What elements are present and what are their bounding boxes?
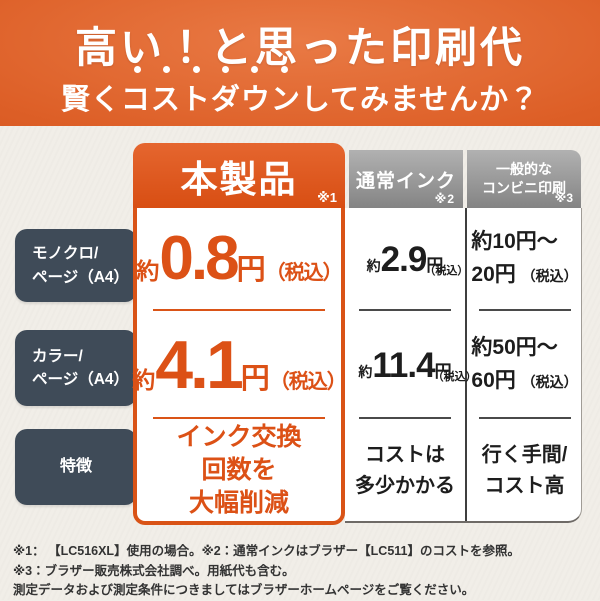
range-line2: 20円 （税込） xyxy=(471,259,577,292)
divider xyxy=(479,309,571,311)
subheadline-prefix: 賢く xyxy=(60,84,121,116)
price-value: 4.1 xyxy=(155,327,244,403)
price-convenience-color: 約50円～ 60円 （税込） xyxy=(471,332,577,397)
row-header-color: カラー/ ページ（A4） xyxy=(15,330,137,406)
convenience-footnote-marker: ※3 xyxy=(554,190,573,205)
cell-product-color: 約 4.1 円（税込） xyxy=(132,312,347,418)
approx-label: 約 xyxy=(358,363,373,380)
footnote-3: 測定データおよび測定条件につきましてはブラザーホームページをご覧ください。 xyxy=(13,583,475,597)
divider xyxy=(153,309,325,311)
price-product-mono: 約 0.8 円（税込） xyxy=(136,224,343,293)
feature-line: 回数を xyxy=(201,456,277,484)
cell-convenience-feature: 行く手間/ コスト高 xyxy=(467,420,582,521)
price-value: 2.9 xyxy=(380,239,428,279)
banner: 高い！と思った印刷代 賢く コストダウンしてみませんか？ xyxy=(0,0,600,126)
tax-label: （税込） xyxy=(269,371,347,393)
normal-ink-footnote-marker: ※2 xyxy=(434,192,455,206)
range-line1: 約10円～ xyxy=(471,230,558,254)
yen-unit: 円 xyxy=(434,361,452,381)
product-footnote-marker: ※1 xyxy=(317,190,337,205)
cell-product-feature: インク交換 回数を 大幅削減 xyxy=(137,420,341,521)
tax-label: （税込） xyxy=(265,262,343,284)
tax-label: （税込） xyxy=(424,265,469,278)
column-header-product: 本製品 ※1 xyxy=(133,143,345,208)
price-convenience-mono: 約10円～ 20円 （税込） xyxy=(471,226,577,291)
price-value: 0.8 xyxy=(159,224,239,293)
yen-unit-wrap: 円（税込） xyxy=(433,357,477,384)
row-header-mono-line1: モノクロ/ xyxy=(32,245,99,263)
row-header-feature: 特徴 xyxy=(15,429,137,505)
column-header-convenience-line2: コンビニ印刷 xyxy=(482,180,566,196)
approx-label: 約 xyxy=(366,257,381,274)
yen-unit: 円 xyxy=(426,255,444,275)
approx-label: 約 xyxy=(132,367,156,393)
tax-label: （税込） xyxy=(432,371,477,384)
price-product-color: 約 4.1 円（税込） xyxy=(132,327,347,403)
feature-line: インク交換 xyxy=(176,423,302,451)
feature-product-text: インク交換 回数を 大幅削減 xyxy=(176,421,301,520)
approx-label: 約 xyxy=(136,258,160,284)
price-value: 60円 xyxy=(471,369,516,392)
divider xyxy=(153,417,325,419)
banner-headline: 高い！と思った印刷代 xyxy=(74,24,525,71)
subheadline-emphasis: コストダウン xyxy=(120,65,301,118)
row-header-color-line1: カラー/ xyxy=(32,347,83,365)
subheadline-emphasis-text: コストダウン xyxy=(120,84,301,116)
price-value: 11.4 xyxy=(372,345,435,385)
cell-normal-ink-feature: コストは 多少かかる xyxy=(345,420,465,521)
cell-product-mono: 約 0.8 円（税込） xyxy=(136,208,343,310)
feature-line: 行く手間/ xyxy=(481,443,568,466)
feature-line: コストは xyxy=(365,443,445,466)
yen-unit-wrap: 円（税込） xyxy=(424,251,468,278)
cell-convenience-mono: 約10円～ 20円 （税込） xyxy=(467,208,582,310)
column-header-normal-ink-label: 通常インク xyxy=(355,170,456,192)
cell-convenience-color: 約50円～ 60円 （税込） xyxy=(467,312,582,418)
column-header-product-label: 本製品 xyxy=(180,159,298,200)
footnotes: ※1： 【LC516XL】使用の場合。※2：通常インクはブラザー【LC511】の… xyxy=(13,542,592,601)
cell-normal-ink-mono: 約 2.9 円（税込） xyxy=(345,208,469,310)
row-header-color-line2: ページ（A4） xyxy=(32,371,130,388)
feature-line: コスト高 xyxy=(484,474,565,497)
divider xyxy=(359,309,451,311)
feature-line: 大幅削減 xyxy=(188,489,289,517)
price-value: 20円 xyxy=(471,263,516,286)
tax-label: （税込） xyxy=(521,374,578,390)
column-header-normal-ink: 通常インク ※2 xyxy=(349,150,463,208)
tax-label: （税込） xyxy=(521,268,578,284)
feature-convenience-text: 行く手間/ コスト高 xyxy=(482,440,568,502)
divider xyxy=(479,417,571,419)
column-header-convenience: 一般的な コンビニ印刷 ※3 xyxy=(467,150,581,208)
column-product-body: 約 0.8 円（税込） 約 4.1 円（税込） インク交換 回数を 大幅削減 xyxy=(132,208,347,525)
row-header-feature-label: 特徴 xyxy=(59,458,92,475)
emphasis-dots-icon xyxy=(123,65,299,73)
row-header-mono: モノクロ/ ページ（A4） xyxy=(15,229,137,302)
comparison-columns-body: 約 2.9 円（税込） 約10円～ 20円 （税込） 約 11.4 円（税込） 約50円… xyxy=(345,208,582,523)
cell-normal-ink-color: 約 11.4 円（税込） xyxy=(345,312,477,418)
subheadline-suffix: してみませんか？ xyxy=(300,84,540,116)
column-divider xyxy=(465,208,467,521)
column-header-convenience-line1: 一般的な xyxy=(496,161,552,178)
range-line2: 60円 （税込） xyxy=(471,365,577,398)
price-normal-mono: 約 2.9 円（税込） xyxy=(366,239,469,279)
footnote-2: ※3：ブラザー販売株式会社調べ。用紙代も含む。 xyxy=(13,563,295,578)
divider xyxy=(359,417,451,419)
yen-unit: 円 xyxy=(240,363,270,395)
banner-subheadline: 賢く コストダウンしてみませんか？ xyxy=(0,65,600,118)
feature-normal-text: コストは 多少かかる xyxy=(355,440,455,502)
footnote-1: ※1： 【LC516XL】使用の場合。※2：通常インクはブラザー【LC511】の… xyxy=(13,544,521,558)
yen-unit: 円 xyxy=(236,254,266,286)
feature-line: 多少かかる xyxy=(355,474,455,497)
row-header-mono-line2: ページ（A4） xyxy=(32,268,130,286)
range-line1: 約50円～ xyxy=(471,336,558,360)
price-normal-color: 約 11.4 円（税込） xyxy=(358,345,477,385)
